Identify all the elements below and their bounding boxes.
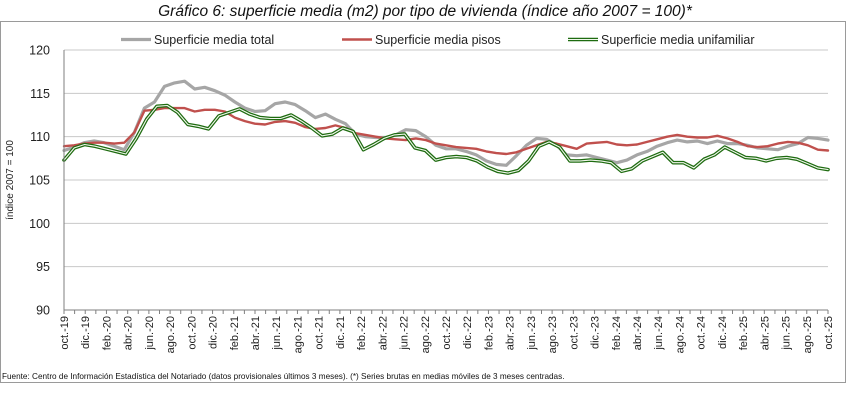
- y-tick-label: 95: [36, 260, 50, 274]
- legend-item-pisos: Superficie media pisos: [342, 33, 501, 47]
- x-tick-label: feb.-25: [738, 316, 750, 350]
- x-tick-label: ago.-20: [165, 316, 177, 353]
- x-tick-label: abr.-22: [377, 316, 389, 350]
- x-tick-label: oct.-20: [186, 316, 198, 350]
- chart-title: Gráfico 6: superficie media (m2) por tip…: [158, 3, 692, 20]
- legend-label: Superficie media unifamiliar: [601, 33, 755, 47]
- x-tick-label: feb.-20: [101, 316, 113, 350]
- y-axis-title: índice 2007 = 100: [5, 140, 16, 220]
- x-tick-label: jun.-22: [399, 316, 411, 351]
- x-tick-label: abr.-20: [123, 316, 135, 350]
- chart-frame: [0, 21, 846, 383]
- x-tick-label: dic.-22: [462, 316, 474, 349]
- x-tick-label: dic.-20: [208, 316, 220, 349]
- x-tick-label: oct.-21: [314, 316, 326, 350]
- legend: Superficie media total Superficie media p…: [121, 33, 755, 47]
- source-note: Fuente: Centro de Información Estadístic…: [2, 372, 565, 381]
- legend-item-unifamiliar: Superficie media unifamiliar: [568, 33, 755, 47]
- x-tick-label: oct.-22: [441, 316, 453, 350]
- x-tick-label: jun.-25: [781, 316, 793, 351]
- x-tick-label: ago.-22: [420, 316, 432, 353]
- y-tick-label: 105: [29, 174, 50, 188]
- x-tick-label: jun.-21: [271, 316, 283, 351]
- y-tick-label: 110: [30, 130, 50, 144]
- x-tick-label: ago.-23: [547, 316, 559, 353]
- x-tick-label: jun.-20: [144, 316, 156, 351]
- legend-item-total: Superficie media total: [121, 33, 274, 47]
- x-tick-label: dic.-19: [80, 316, 92, 349]
- x-tick-label: oct.-25: [823, 316, 835, 350]
- axis-layer: 90 95 100 105 110 115 120 índice 2007 = 100 oct.…: [5, 44, 835, 354]
- legend-label: Superficie media total: [154, 33, 274, 47]
- x-tick-label: feb.-22: [356, 316, 368, 350]
- x-tick-label: ago.-25: [802, 316, 814, 353]
- x-tick-label: abr.-21: [250, 316, 262, 350]
- legend-label: Superficie media pisos: [375, 33, 501, 47]
- x-tick-label: oct.-24: [696, 316, 708, 350]
- series-layer: [62, 79, 830, 175]
- series-line-pisos: [62, 106, 830, 156]
- series-line-total: [62, 79, 830, 167]
- x-tick-label: ago.-24: [674, 316, 686, 353]
- x-tick-label: oct.-23: [568, 316, 580, 350]
- y-tick-label: 90: [36, 304, 50, 318]
- x-tick-label: feb.-21: [229, 316, 241, 350]
- x-tick-label: abr.-24: [632, 316, 644, 350]
- x-tick-label: feb.-24: [611, 316, 623, 350]
- y-tick-label: 100: [29, 217, 50, 231]
- x-tick-label: jun.-23: [526, 316, 538, 351]
- x-tick-label: ago.-21: [292, 316, 304, 353]
- series-line-unifamiliar-outline: [62, 103, 830, 175]
- y-tick-label: 120: [29, 44, 50, 58]
- y-tick-label: 115: [30, 87, 50, 101]
- x-tick-label: dic.-21: [335, 316, 347, 349]
- x-tick-label: abr.-25: [759, 316, 771, 350]
- series-line-unifamiliar: [63, 104, 829, 174]
- x-tick-label: oct.-19: [59, 316, 71, 350]
- x-tick-label: dic.-24: [717, 316, 729, 349]
- x-tick-label: feb.-23: [483, 316, 495, 350]
- x-tick-label: dic.-23: [590, 316, 602, 349]
- x-tick-label: abr.-23: [505, 316, 517, 350]
- x-tick-label: jun.-24: [653, 316, 665, 351]
- grid-layer: [64, 49, 828, 311]
